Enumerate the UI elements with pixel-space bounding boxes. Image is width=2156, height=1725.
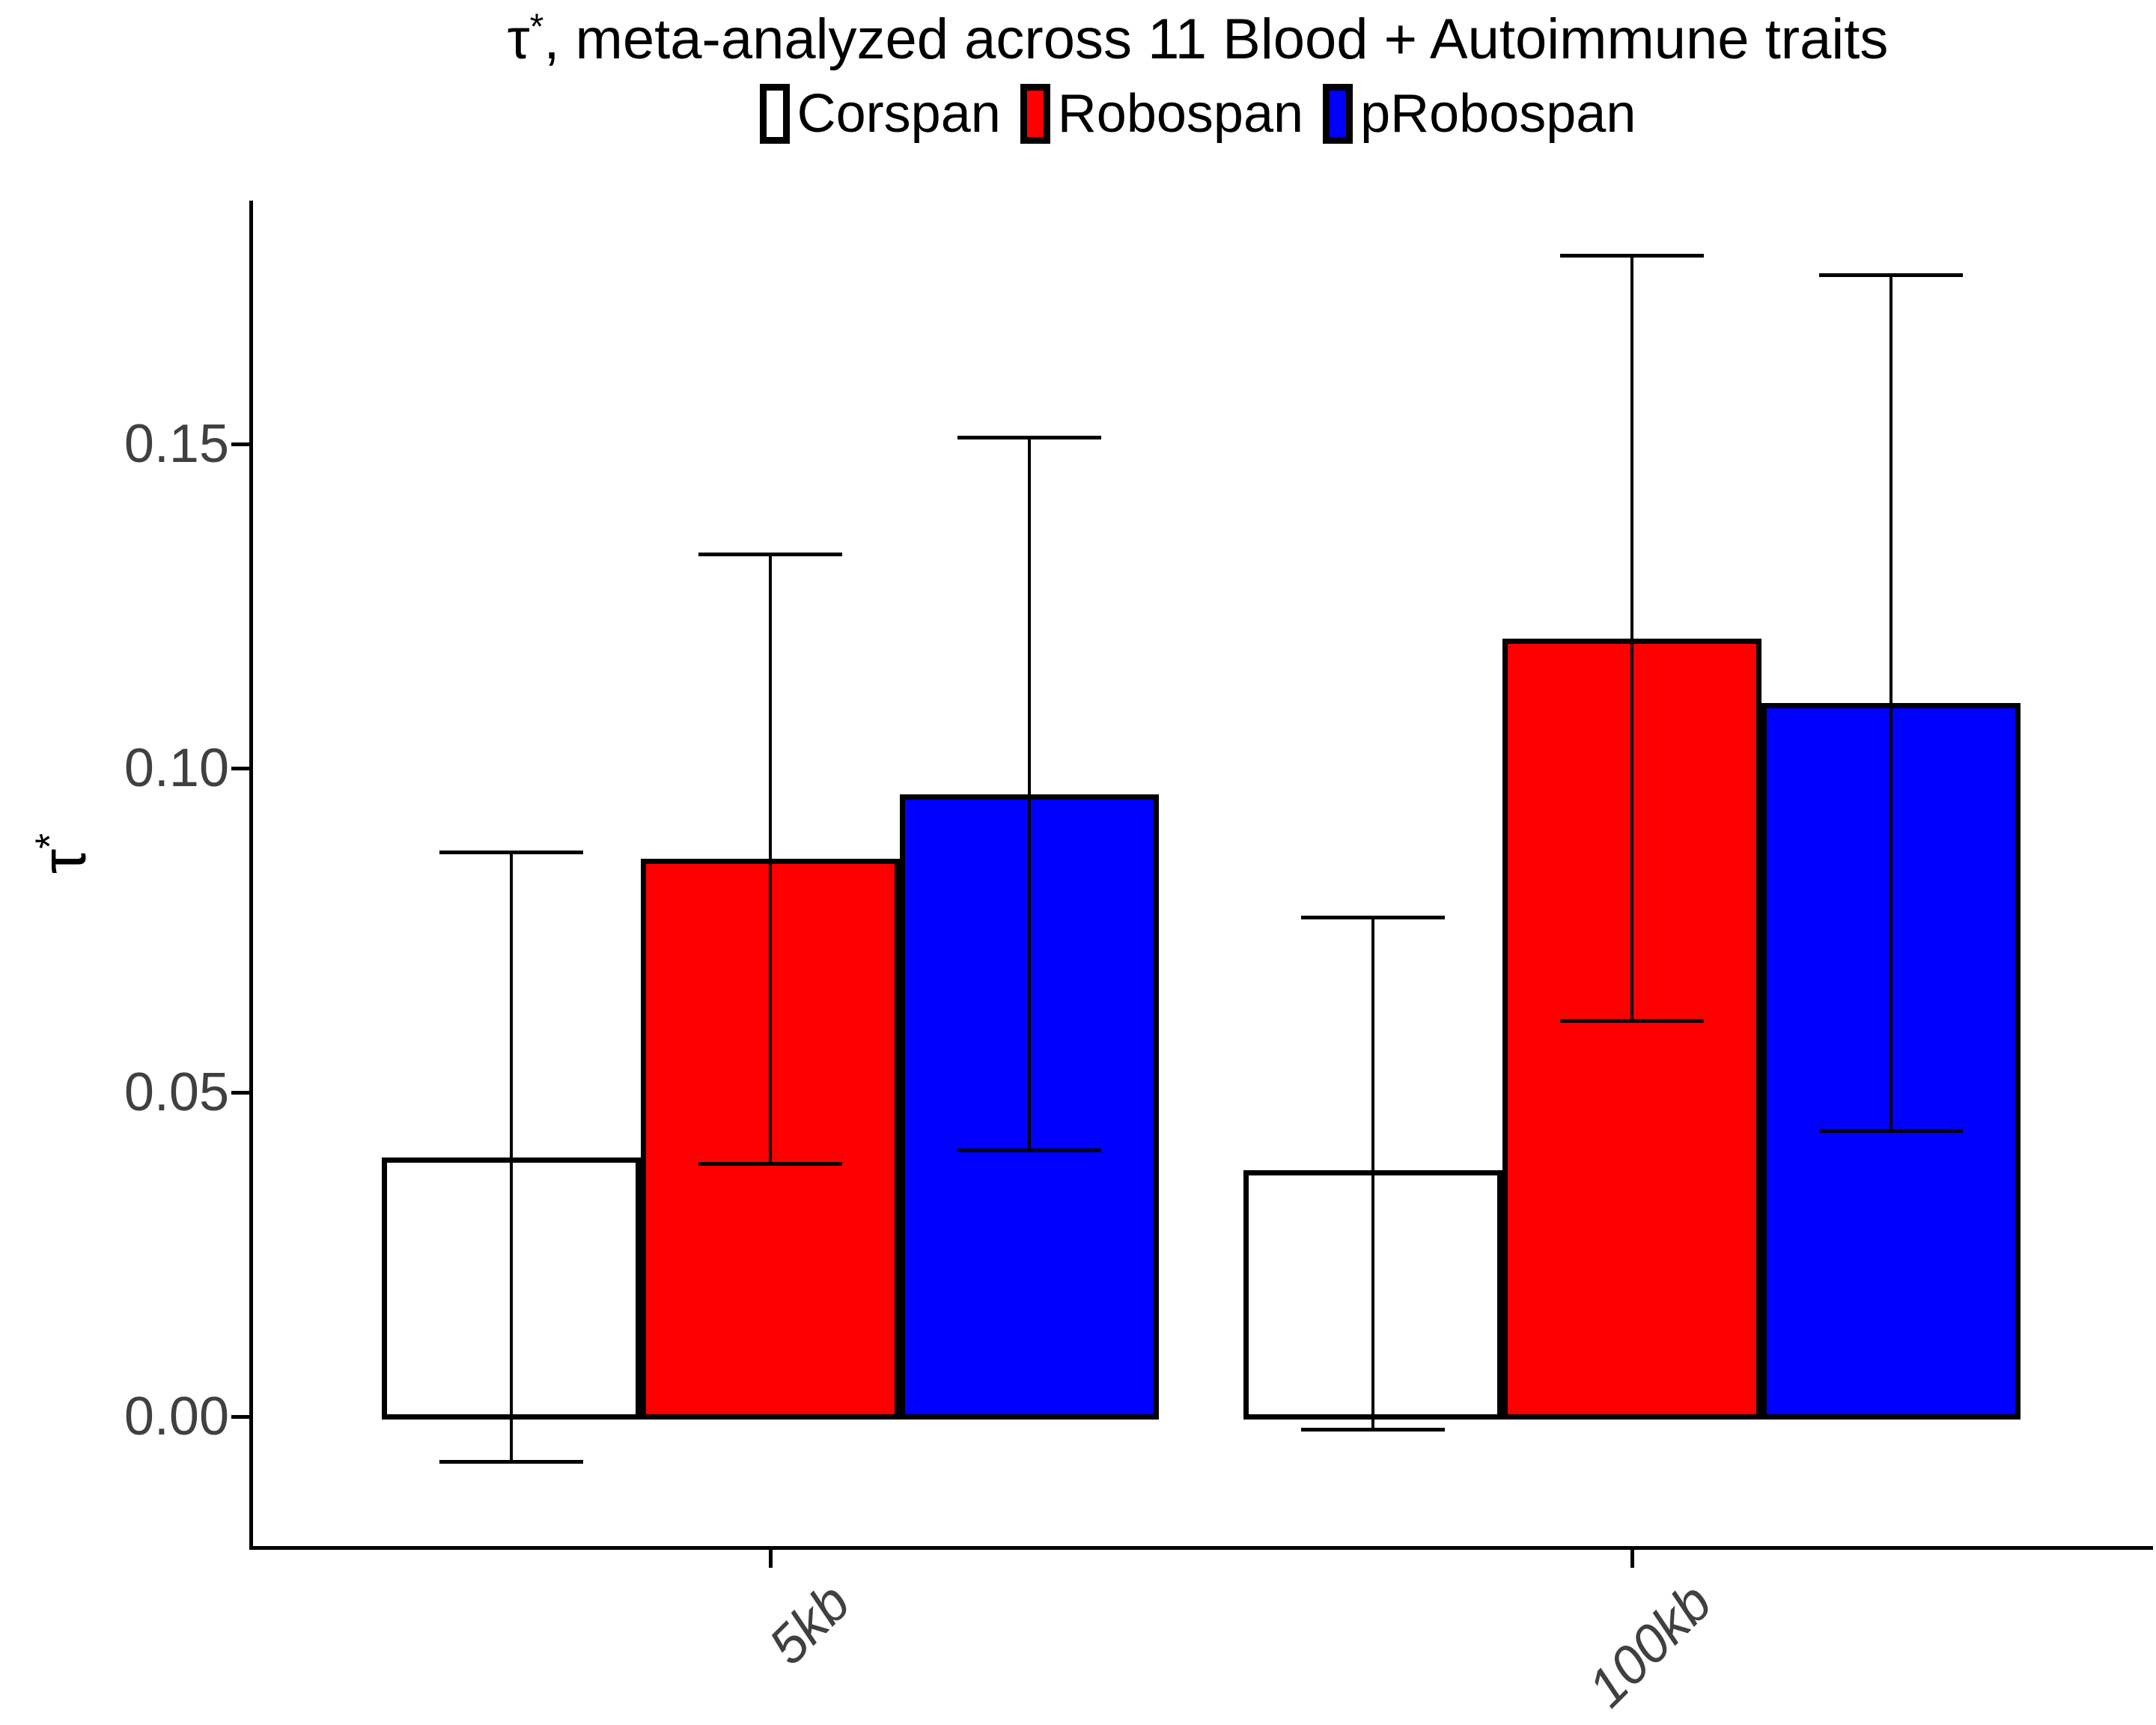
error-bar-cap-top-robospan-5kb (698, 552, 842, 556)
error-bar-cap-bottom-corspan-100kb (1301, 1427, 1445, 1432)
legend-item-probospan: pRobospan (1323, 83, 1636, 144)
y-tick-label: 0.15 (124, 414, 229, 474)
error-bar-line-corspan-5kb (509, 852, 513, 1462)
error-bar-cap-bottom-probospan-5kb (957, 1149, 1101, 1153)
y-axis-line (249, 201, 253, 1550)
error-bar-cap-top-probospan-5kb (957, 435, 1101, 439)
y-axis-title-tau: τ (28, 848, 99, 874)
error-bar-cap-top-corspan-100kb (1301, 915, 1445, 919)
chart-title: τ*, meta-analyzed across 11 Blood + Auto… (240, 0, 2156, 79)
legend-label-corspan: Corspan (797, 84, 1001, 144)
chart-header: τ*, meta-analyzed across 11 Blood + Auto… (240, 0, 2156, 144)
legend-swatch-corspan (759, 84, 790, 144)
title-sup-asterisk: * (529, 7, 544, 47)
error-bar-line-probospan-100kb (1889, 275, 1892, 1131)
legend-swatch-robospan (1020, 84, 1050, 144)
y-tick-label: 0.10 (124, 738, 229, 798)
x-tick-label-100kb: 100kb (1577, 1572, 1723, 1719)
error-bar-cap-top-probospan-100kb (1819, 273, 1963, 278)
error-bar-line-robospan-100kb (1630, 255, 1633, 1021)
legend-item-robospan: Robospan (1020, 83, 1303, 144)
error-bar-line-corspan-100kb (1371, 917, 1374, 1430)
y-tick-label: 0.00 (124, 1387, 229, 1446)
error-bar-cap-bottom-robospan-100kb (1560, 1019, 1704, 1023)
title-text: , meta-analyzed across 11 Blood + Autoim… (543, 7, 1889, 71)
x-tick-label-5kb: 5kb (757, 1572, 862, 1676)
y-tick-mark (231, 442, 249, 446)
y-tick-mark (231, 1415, 249, 1419)
error-bar-cap-bottom-corspan-5kb (439, 1460, 583, 1464)
y-tick-mark (231, 767, 249, 770)
title-tau: τ (507, 7, 530, 71)
x-tick-mark (1630, 1550, 1634, 1568)
error-bar-cap-bottom-probospan-100kb (1819, 1129, 1963, 1134)
legend: Corspan Robospan pRobospan (240, 83, 2156, 144)
error-bar-line-probospan-5kb (1027, 437, 1031, 1151)
y-axis-title-sup-asterisk: * (27, 833, 73, 849)
error-bar-line-robospan-5kb (768, 554, 772, 1164)
error-bar-cap-top-robospan-100kb (1560, 254, 1704, 258)
legend-label-probospan: pRobospan (1360, 84, 1636, 144)
legend-label-robospan: Robospan (1057, 84, 1304, 144)
x-axis-line (249, 1546, 2153, 1550)
y-tick-label: 0.05 (124, 1062, 229, 1122)
error-bar-cap-bottom-robospan-5kb (698, 1161, 842, 1166)
x-tick-mark (768, 1550, 773, 1568)
y-axis-title: τ* (28, 833, 100, 874)
legend-item-corspan: Corspan (759, 83, 1001, 144)
y-tick-mark (231, 1091, 249, 1095)
error-bar-cap-top-corspan-5kb (439, 851, 583, 855)
legend-swatch-probospan (1323, 84, 1353, 144)
